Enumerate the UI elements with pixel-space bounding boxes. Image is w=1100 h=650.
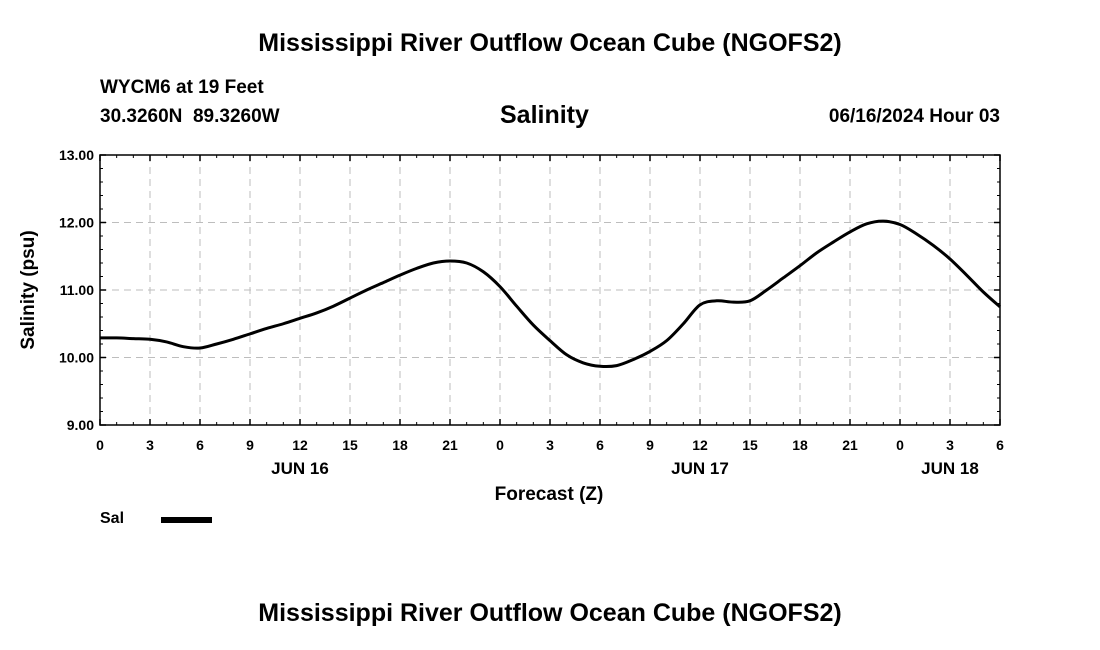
page-title-bottom: Mississippi River Outflow Ocean Cube (NG… [258,599,842,627]
axis-ticks [99,154,1001,426]
x-tick-label: 21 [442,437,458,453]
x-tick-label: 12 [692,437,708,453]
data-series [99,219,1001,369]
x-tick-label: 0 [896,437,904,453]
x-tick-label: 3 [146,437,154,453]
x-axis-label: Forecast (Z) [495,484,604,505]
page-title-top: Mississippi River Outflow Ocean Cube (NG… [258,29,842,57]
x-tick-label: 18 [792,437,808,453]
series-line-sal [99,219,1001,369]
x-tick-label: 3 [946,437,954,453]
x-tick-label: 9 [246,437,254,453]
x-tick-label: 18 [392,437,408,453]
x-tick-label: 15 [342,437,358,453]
y-tick-label: 9.00 [67,417,94,433]
day-label: JUN 18 [921,459,979,478]
station-label: WYCM6 at 19 Feet [100,77,264,98]
day-label: JUN 17 [671,459,729,478]
x-tick-label: 0 [96,437,104,453]
chart-title: Salinity [500,101,589,129]
day-label: JUN 16 [271,459,329,478]
legend-label: Sal [100,510,125,527]
x-tick-label: 3 [546,437,554,453]
x-tick-label: 6 [996,437,1004,453]
y-axis-label: Salinity (psu) [18,230,39,349]
x-tick-label: 15 [742,437,758,453]
y-tick-label: 12.00 [59,215,94,231]
x-tick-label: 12 [292,437,308,453]
y-tick-label: 13.00 [59,147,94,163]
y-tick-label: 10.00 [59,350,94,366]
grid-lines [100,155,1000,425]
x-tick-label: 0 [496,437,504,453]
forecast-date-label: 06/16/2024 Hour 03 [828,106,1000,127]
x-tick-label: 21 [842,437,858,453]
x-tick-label: 6 [596,437,604,453]
coordinates-label: 30.3260N 89.3260W [100,106,280,127]
x-tick-label: 9 [646,437,654,453]
legend-swatch [161,517,212,523]
axis-tick-labels: 0 3 6 9 12 15 18 21 0 3 6 9 12 15 18 21 0 3 6 9.00 10.00 11.0… [59,147,1004,478]
y-tick-label: 11.00 [60,282,94,298]
x-tick-label: 6 [196,437,204,453]
